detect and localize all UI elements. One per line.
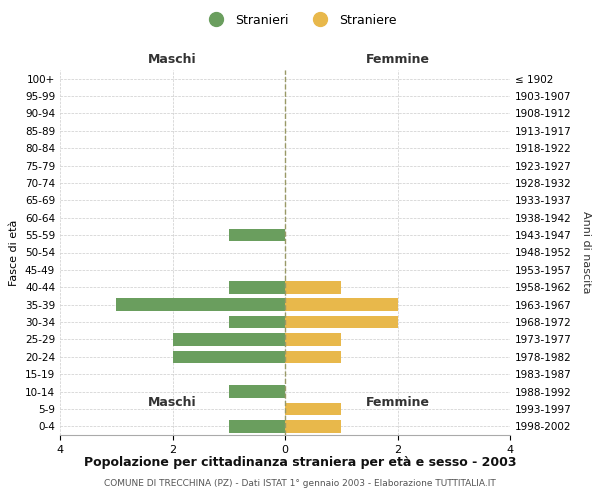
Text: Maschi: Maschi xyxy=(148,54,197,66)
Bar xyxy=(285,298,398,311)
Bar xyxy=(285,402,341,415)
Y-axis label: Fasce di età: Fasce di età xyxy=(10,220,19,286)
Legend: Stranieri, Straniere: Stranieri, Straniere xyxy=(199,8,401,32)
Bar xyxy=(285,281,341,293)
Bar xyxy=(285,350,341,363)
Bar xyxy=(116,298,285,311)
Bar xyxy=(229,420,285,432)
Bar xyxy=(173,350,285,363)
Text: Maschi: Maschi xyxy=(148,396,197,409)
Bar xyxy=(285,333,341,345)
Bar xyxy=(173,333,285,345)
Bar xyxy=(229,386,285,398)
Bar xyxy=(229,281,285,293)
Text: Femmine: Femmine xyxy=(365,396,430,409)
Text: Popolazione per cittadinanza straniera per età e sesso - 2003: Popolazione per cittadinanza straniera p… xyxy=(84,456,516,469)
Text: Femmine: Femmine xyxy=(365,54,430,66)
Text: COMUNE DI TRECCHINA (PZ) - Dati ISTAT 1° gennaio 2003 - Elaborazione TUTTITALIA.: COMUNE DI TRECCHINA (PZ) - Dati ISTAT 1°… xyxy=(104,480,496,488)
Y-axis label: Anni di nascita: Anni di nascita xyxy=(581,211,591,294)
Bar xyxy=(285,316,398,328)
Bar xyxy=(285,420,341,432)
Bar xyxy=(229,229,285,241)
Bar xyxy=(229,316,285,328)
